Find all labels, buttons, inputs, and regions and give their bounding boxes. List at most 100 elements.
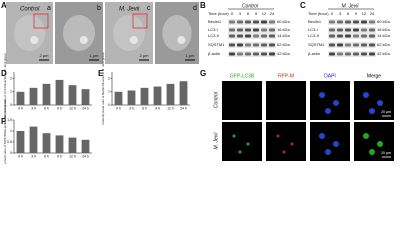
- cell-signal: [369, 108, 375, 114]
- band: [261, 20, 267, 24]
- band: [345, 34, 351, 38]
- panel-label: E: [98, 69, 104, 78]
- x-tick-label: 6 h: [44, 154, 49, 158]
- x-tick-label: 24 h: [82, 106, 89, 110]
- band: [253, 43, 259, 47]
- panel-label: D: [1, 69, 7, 78]
- band: [269, 52, 275, 56]
- kda: 62 kDa: [277, 42, 290, 47]
- time: 12: [362, 11, 367, 16]
- band: [361, 52, 367, 56]
- x-tick-label: 9 h: [57, 154, 62, 158]
- channel-label: DAPI: [324, 73, 336, 79]
- bar: [42, 83, 51, 105]
- panel-label: B: [200, 1, 206, 10]
- micrograph: [222, 81, 262, 120]
- blot-strip: [228, 33, 276, 39]
- group-label: Control: [20, 7, 40, 13]
- band: [369, 34, 375, 38]
- time: 24: [270, 11, 275, 16]
- band: [245, 20, 251, 24]
- blot-strip: [228, 19, 276, 25]
- blot-strip: [228, 27, 276, 33]
- bar: [127, 90, 136, 105]
- kda: 42 kDa: [277, 51, 290, 56]
- bar: [140, 87, 149, 105]
- band: [345, 28, 351, 32]
- protein: Beclin1: [208, 19, 222, 24]
- panel-label: F: [1, 117, 6, 126]
- blot-strip: [328, 27, 376, 33]
- cell-texture: [13, 15, 46, 51]
- y-tick-label: 2: [10, 77, 12, 81]
- time: 3: [339, 11, 342, 16]
- band: [345, 43, 351, 47]
- bar: [55, 79, 64, 105]
- scale-text: 2 μm: [40, 53, 50, 58]
- time: 6: [247, 11, 250, 16]
- blot-strip: [228, 51, 276, 57]
- band: [329, 20, 335, 24]
- micrograph: [354, 122, 394, 161]
- x-tick-label: 9 h: [57, 106, 62, 110]
- protein: β-actin: [308, 51, 320, 56]
- cell-texture: [162, 15, 192, 51]
- protein: SQSTM1: [308, 42, 325, 47]
- protein: LC3-II: [208, 33, 219, 38]
- band: [353, 34, 359, 38]
- cell-signal: [333, 100, 339, 106]
- band: [269, 43, 275, 47]
- y-tick-label: 1: [10, 90, 12, 94]
- band: [253, 28, 259, 32]
- cell-signal: [238, 150, 242, 154]
- x-tick-label: 12 h: [69, 154, 76, 158]
- bar: [29, 87, 38, 105]
- kda: 42 kDa: [377, 51, 390, 56]
- kda: 60 kDa: [277, 19, 290, 24]
- x-tick-label: 3 h: [129, 106, 134, 110]
- y-tick-label: 0.5: [7, 140, 12, 144]
- bar: [29, 126, 38, 153]
- band: [229, 43, 235, 47]
- cell-signal: [369, 149, 375, 155]
- band: [269, 34, 275, 38]
- micrograph: [266, 122, 306, 161]
- bar: [166, 83, 175, 105]
- blot-strip: [228, 42, 276, 48]
- time: 24: [370, 11, 375, 16]
- y-axis-label: Intensity band ratio of SQSTM1/β-actin i…: [3, 99, 7, 164]
- band: [261, 28, 267, 32]
- bar: [55, 135, 64, 153]
- blot-group: Control: [242, 3, 259, 9]
- bar: [16, 131, 25, 153]
- y-tick-label: 0: [10, 103, 12, 107]
- vacuole: [79, 36, 88, 44]
- x-tick-label: 3 h: [31, 106, 36, 110]
- band: [237, 43, 243, 47]
- band: [229, 28, 235, 32]
- panel-label: G: [200, 69, 206, 78]
- protein: β-actin: [208, 51, 220, 56]
- zoom-box: [33, 13, 49, 29]
- scale-text: 1 μm: [90, 53, 100, 58]
- band: [229, 52, 235, 56]
- time-label: Time (hour): [208, 11, 229, 16]
- bar: [114, 91, 123, 105]
- bar: [68, 85, 77, 105]
- x-tick-label: 12 h: [69, 106, 76, 110]
- bar: [153, 86, 162, 105]
- micrograph: [354, 81, 394, 120]
- band: [237, 20, 243, 24]
- band: [229, 34, 235, 38]
- time-label: Time (hour): [308, 11, 329, 16]
- protein: Beclin1: [308, 19, 322, 24]
- time: 0: [331, 11, 334, 16]
- scale-text: 20 μm: [381, 110, 391, 114]
- cell-signal: [290, 142, 294, 146]
- band: [253, 20, 259, 24]
- band: [261, 43, 267, 47]
- x-tick-label: 9 h: [155, 106, 160, 110]
- band: [237, 34, 243, 38]
- y-tick-label: 0: [10, 151, 12, 155]
- micrograph: [310, 122, 350, 161]
